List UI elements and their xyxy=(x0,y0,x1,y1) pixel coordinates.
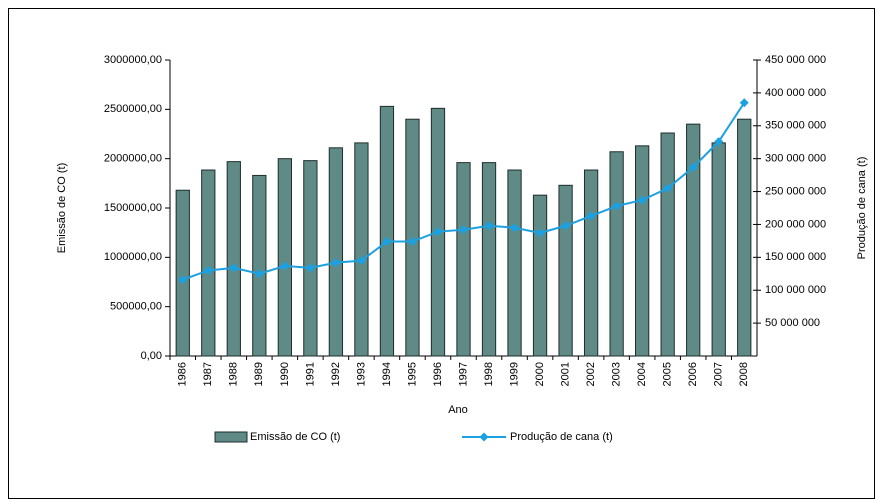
x-tick-label: 2001 xyxy=(559,362,571,386)
bar xyxy=(532,194,548,357)
y2-tick-label: 200 000 000 xyxy=(765,218,826,230)
bar xyxy=(252,174,267,357)
y-axis-title: Emissão de CO (t) xyxy=(56,163,68,253)
y-tick-label: 1500000,00 xyxy=(104,202,162,214)
x-tick-label: 1997 xyxy=(457,362,469,386)
line-marker xyxy=(561,221,571,231)
x-tick-label: 1999 xyxy=(508,362,520,386)
line-marker xyxy=(688,162,698,172)
line-marker xyxy=(484,221,494,231)
y2-tick-label: 50 000 000 xyxy=(765,317,820,329)
bar xyxy=(303,160,318,357)
bar xyxy=(354,142,369,357)
x-axis-title: Ano xyxy=(448,404,468,416)
line-marker xyxy=(586,211,596,221)
y-tick-label: 2000000,00 xyxy=(104,153,162,165)
x-tick-label: 1991 xyxy=(304,362,316,386)
line-marker xyxy=(356,256,366,266)
bar xyxy=(583,169,599,357)
x-tick-label: 2008 xyxy=(738,362,750,386)
x-tick-label: 2003 xyxy=(611,362,623,386)
line-marker xyxy=(612,201,622,211)
x-tick-label: 2005 xyxy=(662,362,674,386)
x-tick-label: 2007 xyxy=(713,362,725,386)
line-marker xyxy=(535,228,545,238)
y-tick-label: 0,00 xyxy=(141,350,162,362)
line-marker xyxy=(254,269,264,279)
legend-label: Emissão de CO (t) xyxy=(250,431,340,443)
bar xyxy=(277,158,292,357)
y2-tick-label: 450 000 000 xyxy=(765,54,826,66)
x-tick-label: 1994 xyxy=(381,362,393,386)
bar xyxy=(226,161,241,357)
bar xyxy=(481,162,497,357)
bar xyxy=(456,162,471,357)
x-tick-label: 2002 xyxy=(585,362,597,386)
y2-tick-label: 300 000 000 xyxy=(765,153,826,165)
y-tick-label: 500000,00 xyxy=(110,301,162,313)
y2-tick-label: 400 000 000 xyxy=(765,87,826,99)
y-tick-label: 3000000,00 xyxy=(104,54,162,66)
chart-frame xyxy=(8,8,875,499)
x-tick-label: 1986 xyxy=(177,362,189,386)
line-marker xyxy=(305,263,315,273)
legend-label: Produção de cana (t) xyxy=(510,431,613,443)
y2-tick-label: 100 000 000 xyxy=(765,284,826,296)
x-tick-label: 1993 xyxy=(355,362,367,386)
line-marker xyxy=(433,227,443,237)
x-tick-label: 1990 xyxy=(279,362,291,386)
line-marker xyxy=(714,137,724,147)
y-tick-label: 2500000,00 xyxy=(104,103,162,115)
line-marker xyxy=(229,263,239,273)
x-tick-label: 1987 xyxy=(202,362,214,386)
line-marker xyxy=(203,265,213,275)
line-marker xyxy=(510,223,520,233)
line-marker xyxy=(331,258,341,268)
bar xyxy=(328,147,344,357)
x-tick-label: 1988 xyxy=(228,362,240,386)
legend-marker xyxy=(479,432,489,442)
x-tick-label: 1998 xyxy=(483,362,495,386)
line-marker xyxy=(280,261,290,271)
x-tick-label: 1996 xyxy=(432,362,444,386)
bar xyxy=(507,169,522,357)
legend-swatch xyxy=(214,431,248,443)
line-marker xyxy=(739,98,749,108)
bar xyxy=(635,145,650,357)
y2-tick-label: 250 000 000 xyxy=(765,185,826,197)
line-marker xyxy=(407,237,417,247)
y-tick-label: 1000000,00 xyxy=(104,251,162,263)
x-tick-label: 2006 xyxy=(687,362,699,386)
x-tick-label: 1992 xyxy=(330,362,342,386)
x-tick-label: 1989 xyxy=(253,362,265,386)
bar xyxy=(175,189,190,357)
bar xyxy=(201,169,216,357)
line-marker xyxy=(637,195,647,205)
line-marker xyxy=(178,275,188,285)
x-tick-label: 1995 xyxy=(406,362,418,386)
x-tick-label: 2004 xyxy=(636,362,648,386)
line-marker xyxy=(459,225,468,235)
y2-tick-label: 350 000 000 xyxy=(765,120,826,132)
y2-tick-label: 150 000 000 xyxy=(765,251,826,263)
line-marker xyxy=(663,183,673,193)
bar xyxy=(558,184,573,357)
bar xyxy=(686,123,701,357)
bar xyxy=(711,142,726,357)
bar xyxy=(379,105,395,357)
line-marker xyxy=(382,237,392,247)
bar xyxy=(660,132,675,357)
bar xyxy=(737,118,752,357)
y2-axis-title: Produção de cana (t) xyxy=(856,157,868,260)
bar xyxy=(609,151,624,357)
x-tick-label: 2000 xyxy=(534,362,546,386)
